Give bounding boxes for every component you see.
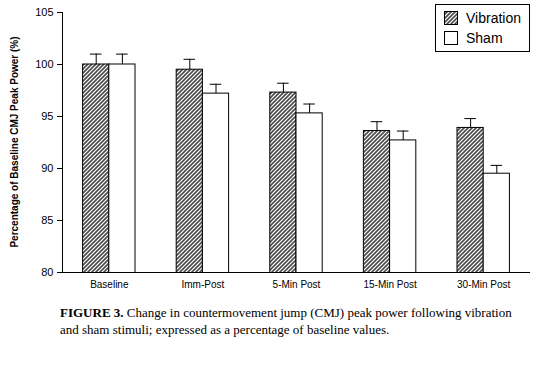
svg-text:100: 100 (35, 58, 53, 70)
svg-text:5-Min Post: 5-Min Post (273, 279, 321, 290)
svg-text:Baseline: Baseline (90, 279, 129, 290)
svg-text:Imm-Post: Imm-Post (182, 279, 225, 290)
svg-text:95: 95 (41, 110, 53, 122)
svg-text:85: 85 (41, 214, 53, 226)
svg-text:30-Min Post: 30-Min Post (457, 279, 511, 290)
html-text:Sham: Sham (466, 30, 503, 46)
html-text:Vibration: Vibration (466, 10, 521, 26)
html-text:FIGURE 3. Change in countermov: FIGURE 3. Change in countermovement jump… (60, 305, 512, 337)
html-text:Percentage of Baseline CMJ Pea: Percentage of Baseline CMJ Peak Power (%… (8, 36, 20, 248)
svg-text:105: 105 (35, 6, 53, 18)
svg-text:80: 80 (41, 266, 53, 278)
svg-text:90: 90 (41, 162, 53, 174)
svg-text:15-Min Post: 15-Min Post (363, 279, 417, 290)
